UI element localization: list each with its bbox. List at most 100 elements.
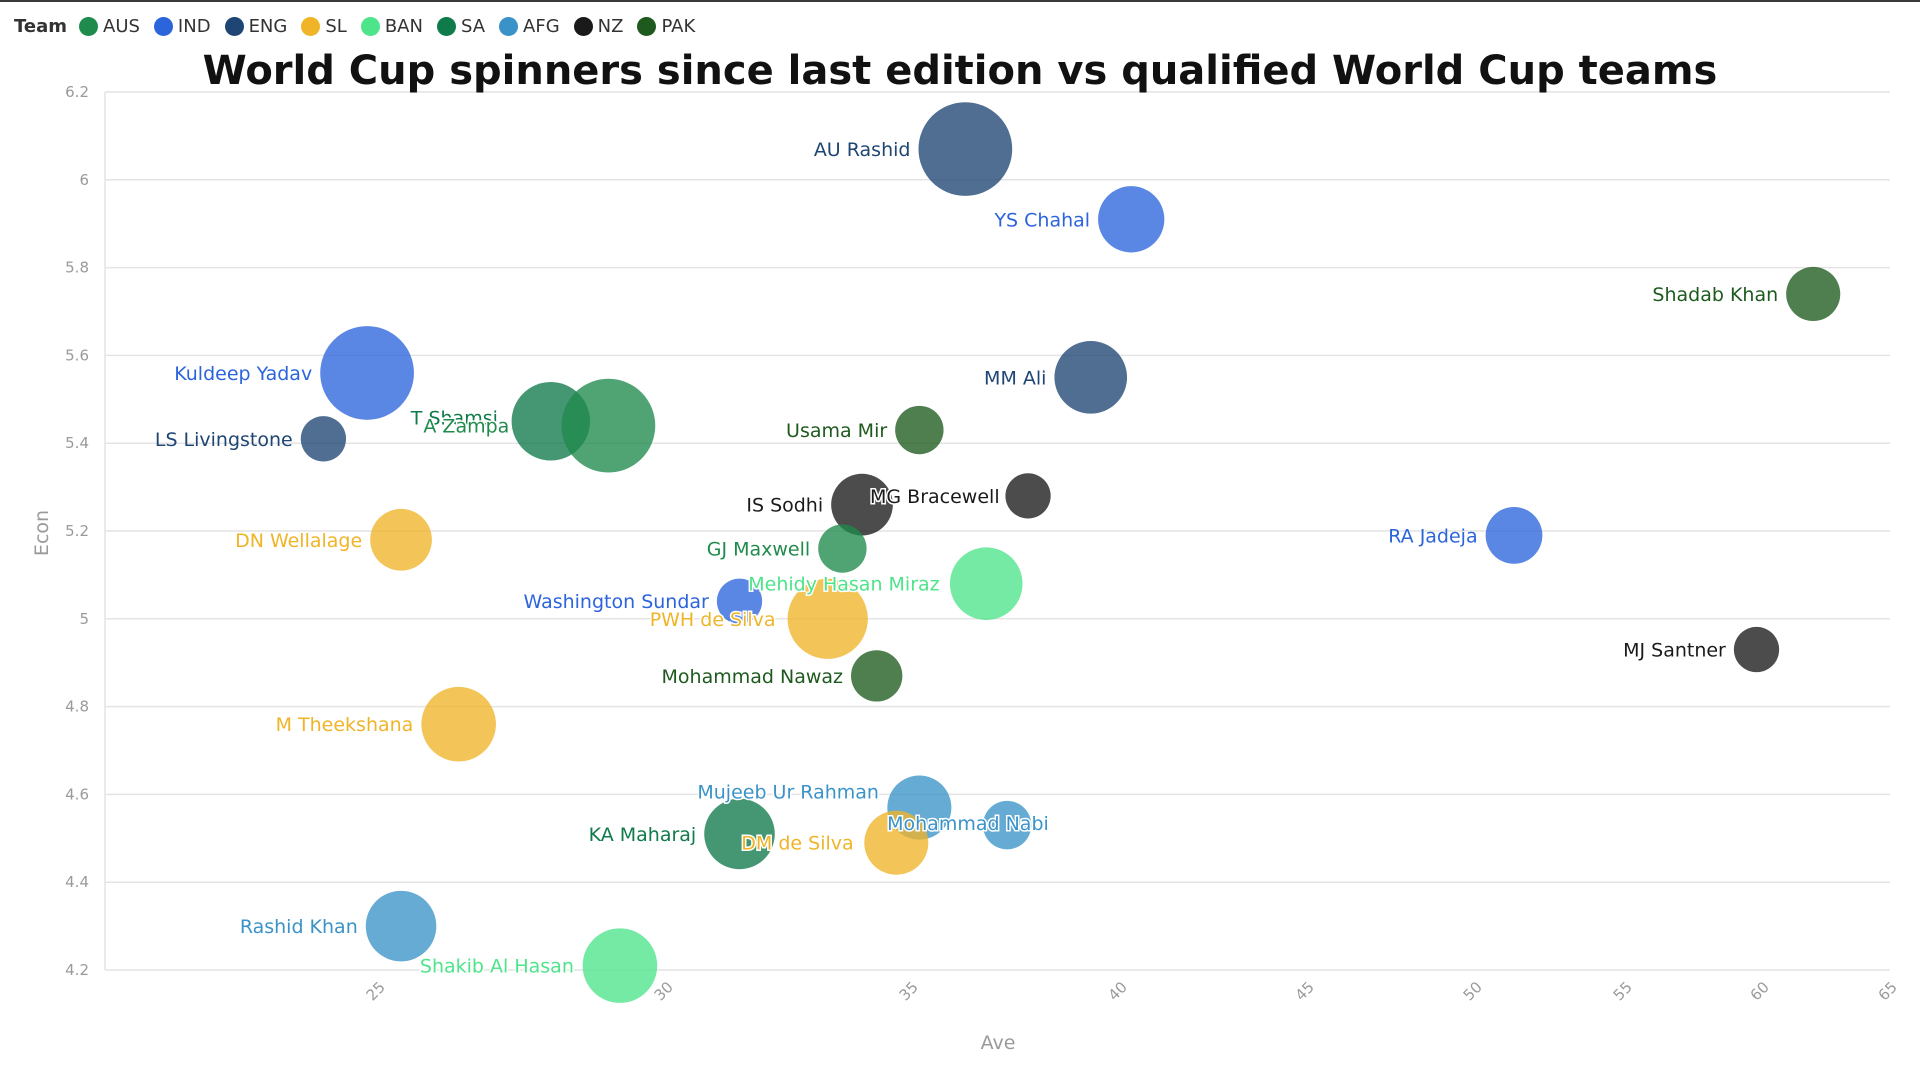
- point-label: Rashid Khan: [240, 916, 358, 938]
- bubble-mm-ali[interactable]: [1054, 341, 1128, 414]
- y-tick-label: 4.4: [65, 873, 89, 891]
- legend-swatch: [360, 17, 380, 36]
- legend-swatch: [637, 17, 657, 36]
- legend-label: AFG: [523, 16, 560, 37]
- point-label: DM de Silva: [741, 833, 853, 855]
- y-tick-label: 6.2: [65, 83, 89, 101]
- x-tick-label: 35: [896, 978, 922, 1004]
- bubble-pwh-de-silva[interactable]: [787, 578, 868, 659]
- point-label: MM Ali: [984, 367, 1046, 389]
- x-tick-label: 55: [1610, 978, 1636, 1004]
- y-tick-label: 5.4: [65, 434, 89, 452]
- legend-swatch: [573, 17, 593, 36]
- legend-item-aus[interactable]: AUS: [79, 16, 140, 37]
- bubble-ys-chahal[interactable]: [1098, 186, 1165, 253]
- x-tick-label: 30: [651, 978, 677, 1004]
- bubble-gj-maxwell[interactable]: [818, 524, 867, 573]
- bubble-mohammad-nawaz[interactable]: [851, 650, 903, 702]
- point-label: Mehidy Hasan Miraz: [748, 574, 939, 596]
- legend-item-ind[interactable]: IND: [153, 16, 211, 37]
- y-tick-label: 5.8: [65, 259, 89, 277]
- bubble-m-theekshana[interactable]: [421, 686, 496, 762]
- point-label: GJ Maxwell: [707, 539, 810, 561]
- bubble-ls-livingstone[interactable]: [300, 416, 347, 462]
- legend-label: ENG: [248, 16, 288, 37]
- point-label: MG Bracewell: [870, 486, 1000, 508]
- legend-item-pak[interactable]: PAK: [637, 16, 695, 37]
- bubble-ra-jadeja[interactable]: [1485, 507, 1543, 564]
- y-tick-label: 5.2: [65, 522, 89, 540]
- x-tick-label: 45: [1292, 978, 1318, 1004]
- legend-label: SL: [325, 16, 347, 37]
- point-label: PWH de Silva: [650, 609, 776, 631]
- point-label: MJ Santner: [1623, 640, 1726, 662]
- legend-swatch: [153, 17, 173, 36]
- legend-label: AUS: [103, 16, 140, 37]
- y-tick-label: 4.8: [65, 698, 89, 716]
- point-label: Usama Mir: [786, 420, 887, 442]
- point-label: T Shamsi: [410, 407, 498, 429]
- point-label: LS Livingstone: [155, 429, 293, 451]
- point-label: KA Maharaj: [589, 824, 697, 846]
- legend-item-nz[interactable]: NZ: [573, 16, 624, 37]
- bubble-dn-wellalage[interactable]: [370, 508, 432, 571]
- legend-swatch: [79, 17, 98, 36]
- legend-title: Team: [14, 16, 67, 37]
- point-label: RA Jadeja: [1388, 525, 1477, 547]
- x-axis-title: Ave: [981, 1032, 1016, 1054]
- legend-item-sl[interactable]: SL: [301, 16, 347, 37]
- bubble-mg-bracewell[interactable]: [1005, 473, 1051, 519]
- point-label: YS Chahal: [993, 209, 1090, 231]
- point-label: IS Sodhi: [746, 495, 823, 517]
- x-tick-label: 65: [1875, 978, 1901, 1004]
- y-tick-label: 4.6: [65, 785, 89, 803]
- point-labels: AU Rashid YS Chahal Shadab Khan Kuldeep Yad…: [155, 139, 1778, 979]
- bubble-rashid-khan[interactable]: [365, 890, 437, 962]
- bubble-au-rashid[interactable]: [918, 102, 1013, 196]
- legend-item-ban[interactable]: BAN: [360, 16, 423, 37]
- point-label: AU Rashid: [814, 139, 911, 161]
- legend-label: SA: [460, 16, 486, 37]
- point-label: Mohammad Nawaz: [662, 666, 844, 688]
- point-label: Mujeeb Ur Rahman: [697, 782, 879, 804]
- y-tick-label: 6: [79, 171, 89, 189]
- x-tick-label: 40: [1105, 978, 1131, 1004]
- point-label: M Theekshana: [276, 714, 414, 736]
- legend: Team AUS IND ENG SL BAN SA AFG NZ PAK: [14, 16, 709, 37]
- bubbles: [300, 102, 1841, 1003]
- y-tick-label: 4.2: [65, 961, 89, 979]
- bubble-mj-santner[interactable]: [1733, 626, 1780, 673]
- legend-swatch: [224, 17, 244, 36]
- bubble-usama-mir[interactable]: [895, 405, 944, 455]
- bubble-a-zampa[interactable]: [561, 378, 656, 473]
- point-label: DN Wellalage: [235, 530, 362, 552]
- bubble-kuldeep-yadav[interactable]: [320, 326, 414, 420]
- bubble-ka-maharaj[interactable]: [704, 798, 775, 870]
- point-label: Washington Sundar: [524, 591, 710, 613]
- top-border: [0, 0, 1920, 2]
- point-label: Shadab Khan: [1652, 284, 1778, 306]
- x-tick-label: 50: [1460, 978, 1486, 1004]
- bubble-shakib-al-hasan[interactable]: [582, 928, 658, 1003]
- bubble-washington-sundar[interactable]: [716, 578, 763, 624]
- bubble-mehidy-hasan-miraz[interactable]: [949, 547, 1023, 620]
- legend-label: PAK: [661, 16, 696, 37]
- legend-item-eng[interactable]: ENG: [224, 16, 288, 37]
- legend-swatch: [499, 17, 519, 36]
- legend-label: BAN: [384, 16, 423, 37]
- legend-label: IND: [177, 16, 211, 37]
- point-label: Mohammad Nabi: [887, 813, 1049, 835]
- bubble-dm-de-silva[interactable]: [864, 810, 929, 875]
- legend-item-afg[interactable]: AFG: [499, 16, 560, 37]
- legend-label: NZ: [597, 16, 624, 37]
- legend-swatch: [301, 17, 321, 36]
- bubble-is-sodhi[interactable]: [831, 473, 893, 536]
- legend-item-sa[interactable]: SA: [436, 16, 486, 37]
- bubble-mohammad-nabi[interactable]: [982, 800, 1032, 850]
- bubble-shadab-khan[interactable]: [1786, 266, 1841, 321]
- x-tick-label: 25: [363, 978, 389, 1004]
- legend-swatch: [436, 17, 456, 36]
- point-label: Shakib Al Hasan: [420, 956, 574, 978]
